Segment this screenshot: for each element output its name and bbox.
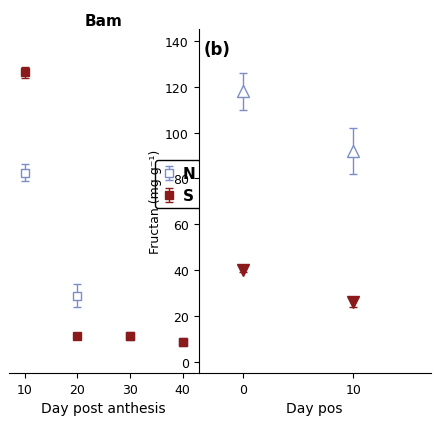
X-axis label: Day post anthesis: Day post anthesis bbox=[41, 401, 165, 415]
Title: Bam: Bam bbox=[85, 14, 122, 29]
Text: (b): (b) bbox=[203, 41, 230, 59]
X-axis label: Day pos: Day pos bbox=[286, 401, 342, 415]
Legend: N, S: N, S bbox=[155, 161, 201, 209]
Y-axis label: Fructan (mg g⁻¹): Fructan (mg g⁻¹) bbox=[149, 150, 162, 254]
